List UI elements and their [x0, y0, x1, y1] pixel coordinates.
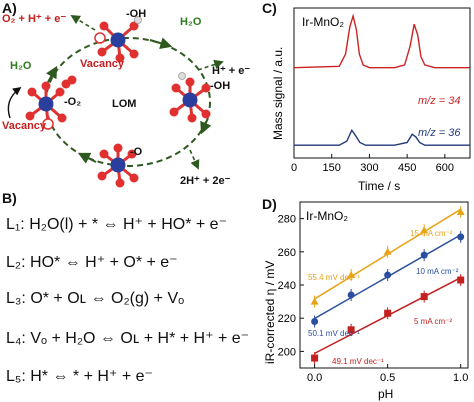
right-oh-label: -OH [210, 80, 231, 92]
chart-c-xtick-label: 600 [436, 162, 454, 174]
chart-d-xtick-label: 1.0 [453, 372, 468, 384]
chart-d-xtick-label: 0.0 [307, 372, 322, 384]
chart-c-xtick-label: 300 [360, 162, 378, 174]
top-vacancy-label: Vacancy [80, 58, 125, 70]
chart-d-point [420, 251, 428, 259]
bottom-o-label: -O [130, 146, 143, 158]
o2-release-arrow [70, 15, 96, 31]
cycle-arrow-right [200, 117, 212, 135]
octahedron-bottom [97, 143, 139, 188]
octahedron-top [94, 16, 142, 63]
octahedron-right [169, 72, 211, 123]
mass-signal-chart: Ir-MnO₂ Mass signal / a.u. Time / s 0 150… [271, 7, 471, 193]
bottom-h-release-label: 2H⁺ + 2e⁻ [180, 175, 231, 187]
equation-l5: L₅: H* ⇔ * + H⁺ + e⁻ [6, 368, 153, 385]
chart-c-xtick-label: 450 [398, 162, 416, 174]
panel-a-letter: A) [2, 0, 17, 16]
chart-d-point [420, 293, 428, 301]
chart-d-point [383, 247, 392, 255]
right-h-release-label: H⁺ + e⁻ [212, 65, 251, 77]
o2-release-label: O₂ + H⁺ + e⁻ [2, 13, 67, 25]
chart-c-legend-34: m/z = 34 [418, 95, 461, 107]
chart-c-series-line-mz34 [293, 13, 470, 69]
chart-d-ytick-label: 200 [278, 346, 296, 358]
series-10-label: 10 mA cm⁻² [416, 267, 459, 276]
octahedron-left [25, 75, 77, 130]
chart-d-point [311, 354, 319, 362]
cycle-arrow-top-right [149, 37, 173, 49]
chart-d-ylabel: iR-corrected η / mV [263, 261, 277, 364]
chart-d-ytick-label: 240 [278, 280, 296, 292]
h-release-arrow-right [197, 59, 224, 71]
h2o-in-arrow-left [7, 86, 22, 119]
chart-d-point [384, 309, 392, 317]
panel-b-letter: B) [2, 190, 17, 206]
left-vacancy-label: Vacancy [2, 120, 47, 132]
chart-d-ytick-label: 220 [278, 313, 296, 325]
series-15-label: 15 mA cm⁻² [410, 229, 453, 238]
slope-15-label: 55.4 mV dec⁻¹ [308, 273, 360, 282]
equation-l2: L₂: HO* ⇔ H⁺ + O* + e⁻ [6, 254, 178, 271]
chart-c-series-line-mz36 [294, 128, 470, 146]
chart-d-point [456, 207, 465, 215]
chart-d-point [310, 297, 319, 305]
h-release-arrow-bottom [189, 149, 200, 170]
slope-5-label: 49.1 mV dec⁻¹ [332, 357, 384, 366]
chart-d-point [457, 233, 465, 241]
chart-d-point [457, 276, 465, 284]
chart-c-legend-36: m/z = 36 [418, 127, 461, 139]
left-h2o-label: H₂O [10, 60, 32, 72]
chart-d-point [420, 226, 429, 234]
chart-d-point [311, 318, 319, 326]
chart-d-point [384, 271, 392, 279]
chart-c-xtick-label: 0 [291, 162, 297, 174]
chart-d-xtick-label: 0.5 [380, 372, 395, 384]
equation-l4: L₄: Vₒ + H₂O ⇔ Oʟ + H* + H⁺ + e⁻ [6, 330, 250, 347]
equation-l1: L₁: H₂O(l) + * ⇔ H⁺ + HO* + e⁻ [6, 216, 228, 233]
chart-d-plot-frame [299, 201, 469, 369]
panel-d-letter: D) [262, 196, 277, 212]
top-oh-label: -OH [126, 8, 147, 20]
equation-l3: L₃: O* + Oʟ ⇔ O₂(g) + Vₒ [6, 290, 185, 307]
chart-c-xtick-label: 150 [323, 162, 341, 174]
chart-c-annotation: Ir-MnO₂ [302, 15, 344, 29]
chart-d-point [347, 291, 355, 299]
top-h2o-label: H₂O [180, 16, 202, 28]
cycle-path [45, 37, 211, 167]
chart-c-plot-frame [293, 7, 471, 159]
slope-10-label: 50.1 mV dec⁻¹ [308, 329, 360, 338]
left-o2-label: -O₂ [64, 96, 82, 108]
chart-d-point [347, 326, 355, 334]
chart-d-ytick-label: 280 [278, 214, 296, 226]
cycle-arrow-bottom-left [77, 152, 97, 164]
ph-overpotential-chart: Ir-MnO₂ iR-corrected η / mV pH 200 220 240… [263, 201, 469, 401]
chart-d-xlabel: pH [378, 387, 393, 401]
series-5-label: 5 mA cm⁻² [414, 317, 452, 326]
chart-d-point [347, 271, 356, 279]
chart-d-annotation: Ir-MnO₂ [306, 209, 348, 223]
lom-center-label: LOM [112, 98, 137, 110]
lom-cycle-diagram [7, 15, 224, 188]
chart-d-ytick-label: 260 [278, 247, 296, 259]
panel-c-letter: C) [262, 0, 277, 16]
cycle-arrow-left [46, 65, 58, 83]
chart-c-xlabel: Time / s [358, 179, 400, 193]
chart-c-ylabel: Mass signal / a.u. [271, 47, 285, 140]
